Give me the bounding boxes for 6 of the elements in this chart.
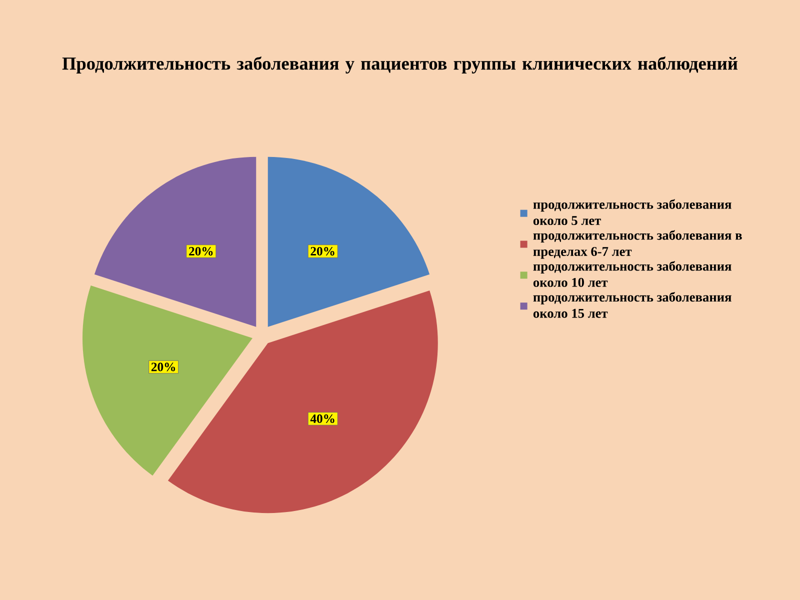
- legend-label: продолжительность заболевания около 15 лет: [533, 292, 732, 318]
- chart-title: Продолжительность заболевания у пациентов группы клинических наблюдений: [62, 56, 738, 74]
- data-label: 40%: [310, 414, 334, 424]
- data-label: 20%: [151, 362, 176, 372]
- data-label: 20%: [189, 246, 213, 256]
- data-label: 20%: [310, 246, 334, 256]
